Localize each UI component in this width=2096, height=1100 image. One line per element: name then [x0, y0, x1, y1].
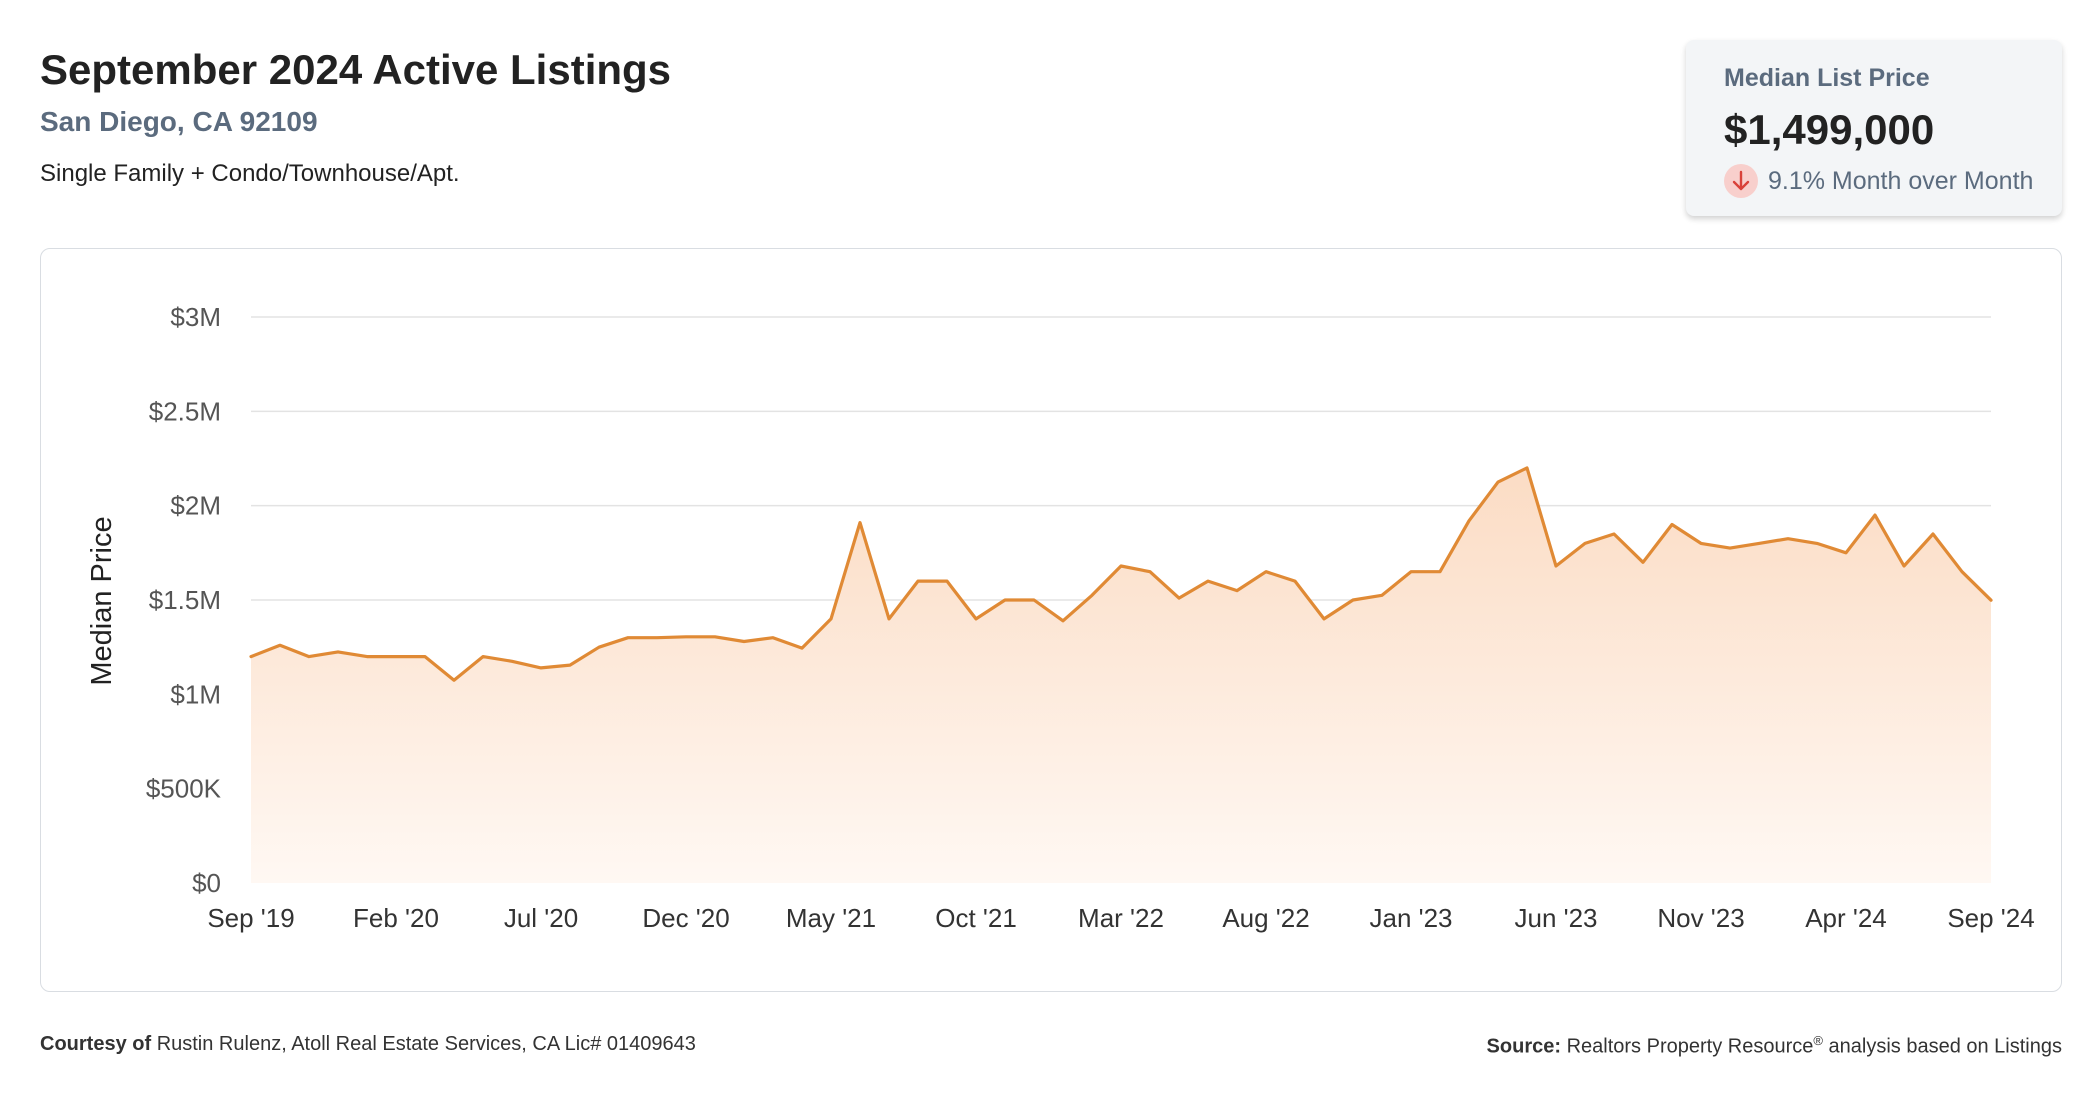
y-axis-label: Median Price	[86, 516, 118, 685]
page-title: September 2024 Active Listings	[40, 46, 672, 93]
change-indicator: 9.1% Month over Month	[1724, 164, 2033, 198]
card-label: Median List Price	[1724, 64, 1930, 92]
x-tick-label: Mar '22	[1078, 903, 1164, 933]
card-value: $1,499,000	[1724, 106, 1935, 153]
source-text-tail: analysis based on Listings	[1822, 1035, 2063, 1058]
courtesy-label: Courtesy of	[40, 1033, 152, 1055]
y-tick-label: $1.5M	[149, 585, 221, 615]
x-tick-label: Jun '23	[1514, 903, 1597, 933]
median-price-chart: $0 $500K $1M $1.5M $2M $2.5M $3M Sep '19 Feb '2…	[86, 302, 2035, 933]
x-tick-label: Dec '20	[642, 903, 729, 933]
x-tick-label: Feb '20	[353, 903, 439, 933]
property-types: Single Family + Condo/Townhouse/Apt.	[40, 160, 460, 187]
y-tick-label: $500K	[146, 774, 222, 804]
y-tick-label: $1M	[170, 679, 221, 709]
arrow-down-icon	[1724, 164, 1758, 198]
x-tick-label: Nov '23	[1657, 903, 1744, 933]
x-tick-label: Sep '24	[1947, 903, 2034, 933]
price-series-line	[249, 466, 1993, 682]
price-area-fill	[251, 467, 1991, 883]
y-tick-label: $2.5M	[149, 396, 221, 426]
source-label: Source:	[1486, 1035, 1562, 1058]
x-tick-label: Jul '20	[504, 903, 578, 933]
courtesy-note: Courtesy of Rustin Rulenz, Atoll Real Es…	[40, 1033, 696, 1056]
location-subtitle: San Diego, CA 92109	[40, 106, 318, 137]
registered-mark: ®	[1813, 1033, 1823, 1048]
median-price-card: Median List Price $1,499,000 9.1% Month …	[1686, 40, 2062, 216]
change-text: 9.1% Month over Month	[1768, 166, 2034, 195]
y-tick-label: $3M	[170, 302, 221, 332]
x-tick-label: Sep '19	[207, 903, 294, 933]
courtesy-text: Rustin Rulenz, Atoll Real Estate Service…	[156, 1033, 696, 1055]
source-text: Realtors Property Resource	[1566, 1035, 1814, 1058]
y-tick-label: $0	[192, 868, 221, 898]
x-tick-label: May '21	[786, 903, 876, 933]
x-tick-label: Apr '24	[1805, 903, 1887, 933]
y-tick-label: $2M	[170, 491, 221, 521]
chart-container: $0 $500K $1M $1.5M $2M $2.5M $3M Sep '19 Feb '2…	[40, 248, 2062, 992]
x-tick-label: Aug '22	[1222, 903, 1309, 933]
x-tick-label: Jan '23	[1369, 903, 1452, 933]
x-tick-label: Oct '21	[935, 903, 1017, 933]
source-note: Source: Realtors Property Resource® anal…	[1487, 1033, 2062, 1059]
